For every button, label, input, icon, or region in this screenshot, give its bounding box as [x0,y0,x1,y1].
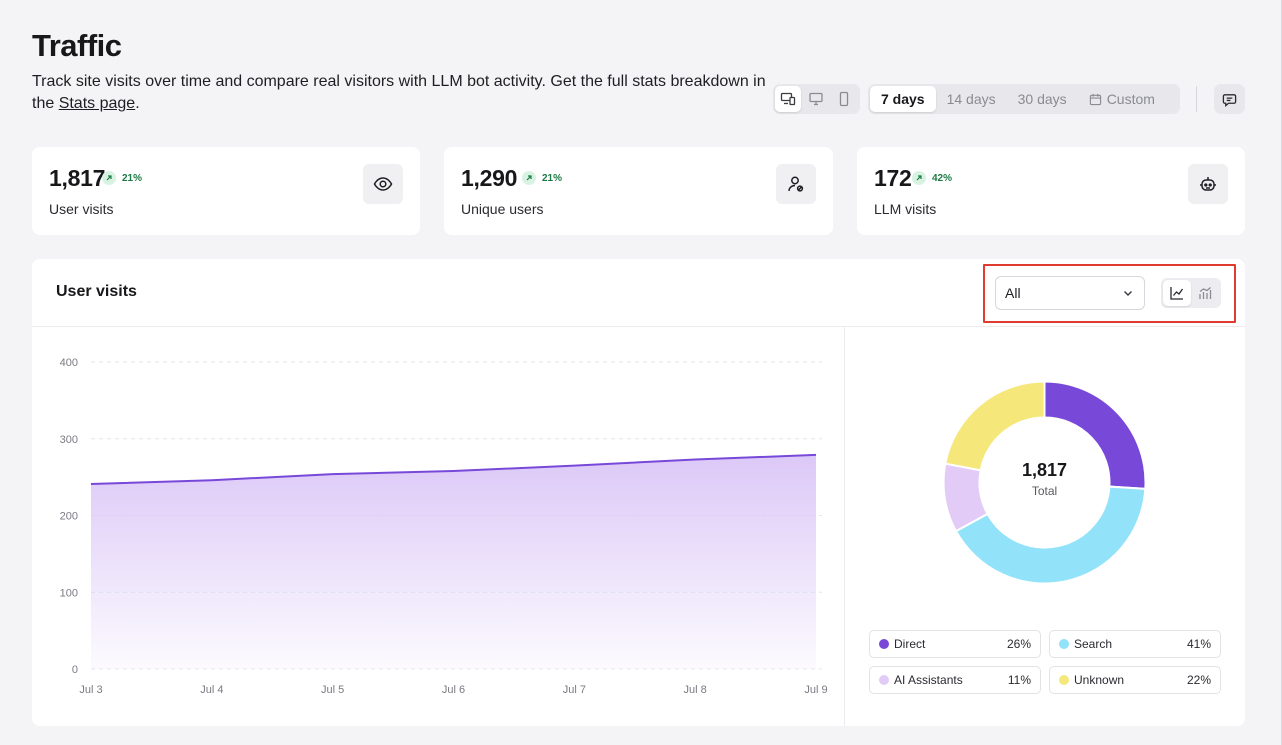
donut-slice-search [954,485,1147,585]
toolbar-divider [1196,86,1197,112]
stat-trend: 21% [102,171,142,185]
y-tick-label: 300 [60,434,78,446]
legend-label: Search [1074,637,1113,651]
desktop-icon [809,92,823,106]
legend-percent: 26% [1006,637,1031,651]
chart-view-toggle [1161,278,1221,308]
legend-item-unknown: Unknown 22% [1049,666,1221,694]
range-30-days[interactable]: 30 days [1017,91,1067,107]
range-14-days[interactable]: 14 days [946,91,996,107]
stat-card-llm-visits: 172 42% LLM visits [857,147,1245,235]
stat-value: 1,290 [461,165,518,191]
chevron-down-icon [1124,291,1132,296]
trend-up-icon [522,171,536,185]
stat-trend: 42% [912,171,952,185]
legend-percent: 41% [1186,637,1211,651]
stat-card-user-visits: 1,817 21% User visits [32,147,420,235]
traffic-source-donut [942,380,1147,585]
user-visits-title: User visits [56,283,137,300]
page-description: Track site visits over time and compare … [32,71,772,115]
stat-label: LLM visits [874,201,937,217]
donut-total-value: 1,817 [1021,460,1068,480]
legend-dot [1059,639,1069,649]
mobile-icon [839,91,849,107]
user-icon [776,164,816,204]
device-filter [773,84,860,114]
mobile-button[interactable] [831,86,857,112]
legend-item-direct: Direct 26% [869,630,1041,658]
line-chart-button[interactable] [1163,280,1191,306]
date-range-tabs: 7 days 14 days 30 days Custom [868,84,1180,114]
trend-up-icon [912,171,926,185]
user-visits-card: User visits All 0 100 200 300 400 Jul 3 Jul 4 J… [32,259,1245,726]
user-visits-area-chart: 0 100 200 300 400 Jul 3 Jul 4 Jul 5 Jul 6 Jul 7 Ju… [60,357,828,696]
y-tick-label: 0 [72,664,78,676]
donut-total-label: Total [1031,484,1058,498]
legend-label: Unknown [1074,673,1125,687]
legend-dot [879,675,889,685]
feedback-button[interactable] [1214,84,1245,114]
source-filter-select[interactable]: All [995,276,1145,310]
stat-card-unique-users: 1,290 21% Unique users [444,147,833,235]
stat-value: 172 [874,165,912,191]
stat-label: User visits [49,201,114,217]
trend-percent: 21% [122,172,143,184]
y-tick-label: 400 [60,357,78,369]
range-custom[interactable]: Custom [1078,86,1166,112]
legend-percent: 22% [1186,673,1211,687]
x-tick-label: Jul 9 [804,684,827,696]
y-tick-label: 100 [60,587,78,599]
x-tick-label: Jul 7 [563,684,586,696]
stats-page-link[interactable]: Stats page [58,95,136,112]
stat-trend: 21% [522,171,562,185]
stat-value: 1,817 [49,165,106,191]
line-chart-icon [1170,287,1183,300]
series-area [91,454,816,669]
donut-slice-unknown [944,380,1046,472]
legend-percent: 11% [1007,673,1031,687]
legend-item-search: Search 41% [1049,630,1221,658]
legend-label: Direct [894,637,926,651]
y-tick-label: 200 [60,511,78,523]
legend-label: AI Assistants [894,673,963,687]
trend-percent: 42% [932,172,953,184]
bot-icon [1188,164,1228,204]
bar-chart-icon [1199,287,1212,299]
legend-dot [879,639,889,649]
trend-up-icon [102,171,116,185]
x-tick-label: Jul 4 [200,684,223,696]
page-description-end: . [135,95,140,112]
bar-chart-button[interactable] [1192,280,1220,306]
x-tick-label: Jul 5 [321,684,344,696]
page-title: Traffic [32,28,122,63]
page-description-text: Track site visits over time and compare … [32,73,766,112]
legend-item-ai-assistants: AI Assistants 11% [869,666,1041,694]
range-7-days[interactable]: 7 days [870,86,936,112]
card-vertical-divider [844,327,845,726]
x-tick-label: Jul 3 [79,684,102,696]
x-tick-label: Jul 6 [442,684,465,696]
all-devices-icon [780,92,796,106]
all-devices-button[interactable] [775,86,801,112]
legend-dot [1059,675,1069,685]
trend-percent: 21% [542,172,563,184]
range-custom-label: Custom [1106,91,1155,107]
desktop-button[interactable] [803,86,829,112]
stat-label: Unique users [461,201,544,217]
message-icon [1222,93,1237,107]
calendar-icon [1089,93,1101,105]
eye-icon [363,164,403,204]
x-tick-label: Jul 8 [684,684,707,696]
filter-value: All [1005,285,1021,301]
card-header-divider [32,326,1245,327]
series-line [90,453,817,485]
